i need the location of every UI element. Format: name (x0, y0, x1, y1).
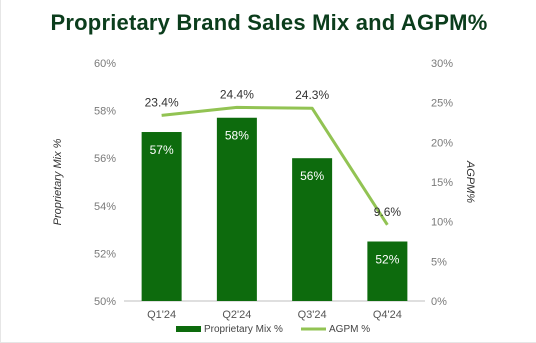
legend: Proprietary Mix % AGPM % (176, 324, 370, 335)
bar-value-label: 52% (375, 253, 399, 267)
left-tick-label: 60% (94, 58, 116, 70)
bar-value-label: 58% (225, 129, 249, 143)
left-tick-label: 50% (94, 296, 116, 308)
legend-line-label: AGPM % (329, 324, 370, 335)
line-value-label: 23.4% (145, 95, 179, 109)
right-tick-label: 5% (431, 256, 447, 268)
right-axis-ticks: 0% 5% 10% 15% 20% 25% 30% (431, 58, 453, 308)
right-axis-title: AGPM% (464, 160, 476, 203)
bar (292, 158, 333, 301)
right-tick-label: 0% (431, 296, 447, 308)
right-tick-label: 20% (431, 137, 453, 149)
bar-series (141, 117, 408, 302)
line-value-label: 24.3% (295, 88, 329, 102)
chart-title: Proprietary Brand Sales Mix and AGPM% (50, 10, 488, 35)
line-value-label: 9.6% (374, 205, 402, 219)
left-tick-label: 58% (94, 106, 116, 118)
right-tick-label: 30% (431, 58, 453, 70)
left-axis-title: Proprietary Mix % (52, 138, 64, 225)
bar (367, 241, 408, 301)
agpm-line (161, 105, 389, 226)
left-tick-label: 56% (94, 153, 116, 165)
category-label: Q1'24 (147, 309, 176, 321)
category-label: Q4'24 (373, 309, 402, 321)
category-label: Q2'24 (222, 309, 251, 321)
line-data-labels: 23.4% 24.4% 24.3% 9.6% (145, 87, 402, 218)
legend-bar-swatch (176, 326, 201, 332)
bar (141, 132, 182, 301)
line-value-label: 24.4% (220, 87, 254, 101)
category-label: Q3'24 (298, 309, 327, 321)
right-tick-label: 15% (431, 177, 453, 189)
left-axis-ticks: 50% 52% 54% 56% 58% 60% (94, 58, 116, 308)
bar-value-label: 57% (150, 143, 174, 157)
bar-value-label: 56% (300, 169, 324, 183)
right-tick-label: 25% (431, 98, 453, 110)
x-axis-categories: Q1'24 Q2'24 Q3'24 Q4'24 (147, 309, 402, 321)
bar-data-labels: 57% 58% 56% 52% (150, 129, 400, 267)
left-tick-label: 52% (94, 248, 116, 260)
left-tick-label: 54% (94, 201, 116, 213)
right-tick-label: 10% (431, 217, 453, 229)
legend-bar-label: Proprietary Mix % (204, 324, 283, 335)
bar (216, 117, 257, 302)
